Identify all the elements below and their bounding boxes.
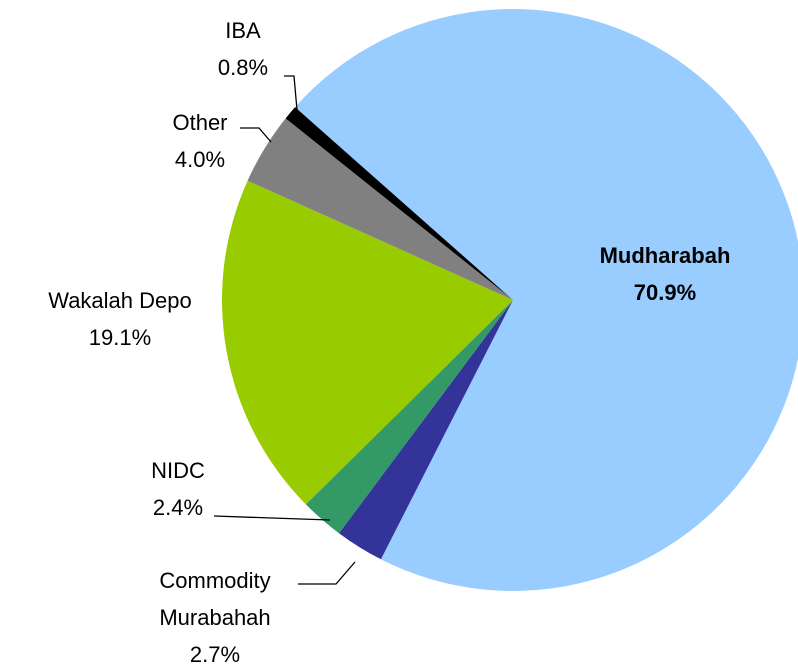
slice-label: Other 4.0% xyxy=(140,104,260,178)
leader-line xyxy=(213,515,331,521)
pie-slice xyxy=(338,300,513,560)
leader-line xyxy=(284,75,298,111)
category: NIDC xyxy=(151,458,205,483)
category: Other xyxy=(172,110,228,135)
slice-label: Commodity Murabahah 2.7% xyxy=(125,562,305,666)
leader-line xyxy=(298,561,356,585)
value-label: 4.0% xyxy=(174,147,226,172)
value-label: 19.1% xyxy=(88,325,152,350)
pie-slice xyxy=(285,107,513,300)
value-label: 2.4% xyxy=(152,495,204,520)
slice-label: IBA 0.8% xyxy=(193,12,293,86)
slices xyxy=(222,9,798,591)
category: IBA xyxy=(225,18,261,43)
value-label: 2.7% xyxy=(189,642,241,666)
pie-slice xyxy=(247,118,513,300)
pie-slice xyxy=(295,9,798,591)
pie-slice xyxy=(305,300,513,534)
slice-label: NIDC 2.4% xyxy=(118,452,238,526)
pie-slice xyxy=(222,180,514,505)
category: Wakalah Depo xyxy=(48,288,192,313)
value-label: 0.8% xyxy=(217,55,269,80)
slice-label: Mudharabah 70.9% xyxy=(555,237,775,311)
category: Commodity Murabahah xyxy=(159,568,271,630)
category: Mudharabah xyxy=(599,243,731,268)
leader-line xyxy=(240,127,272,143)
slice-label: Wakalah Depo 19.1% xyxy=(0,282,240,356)
value-label: 70.9% xyxy=(633,280,697,305)
